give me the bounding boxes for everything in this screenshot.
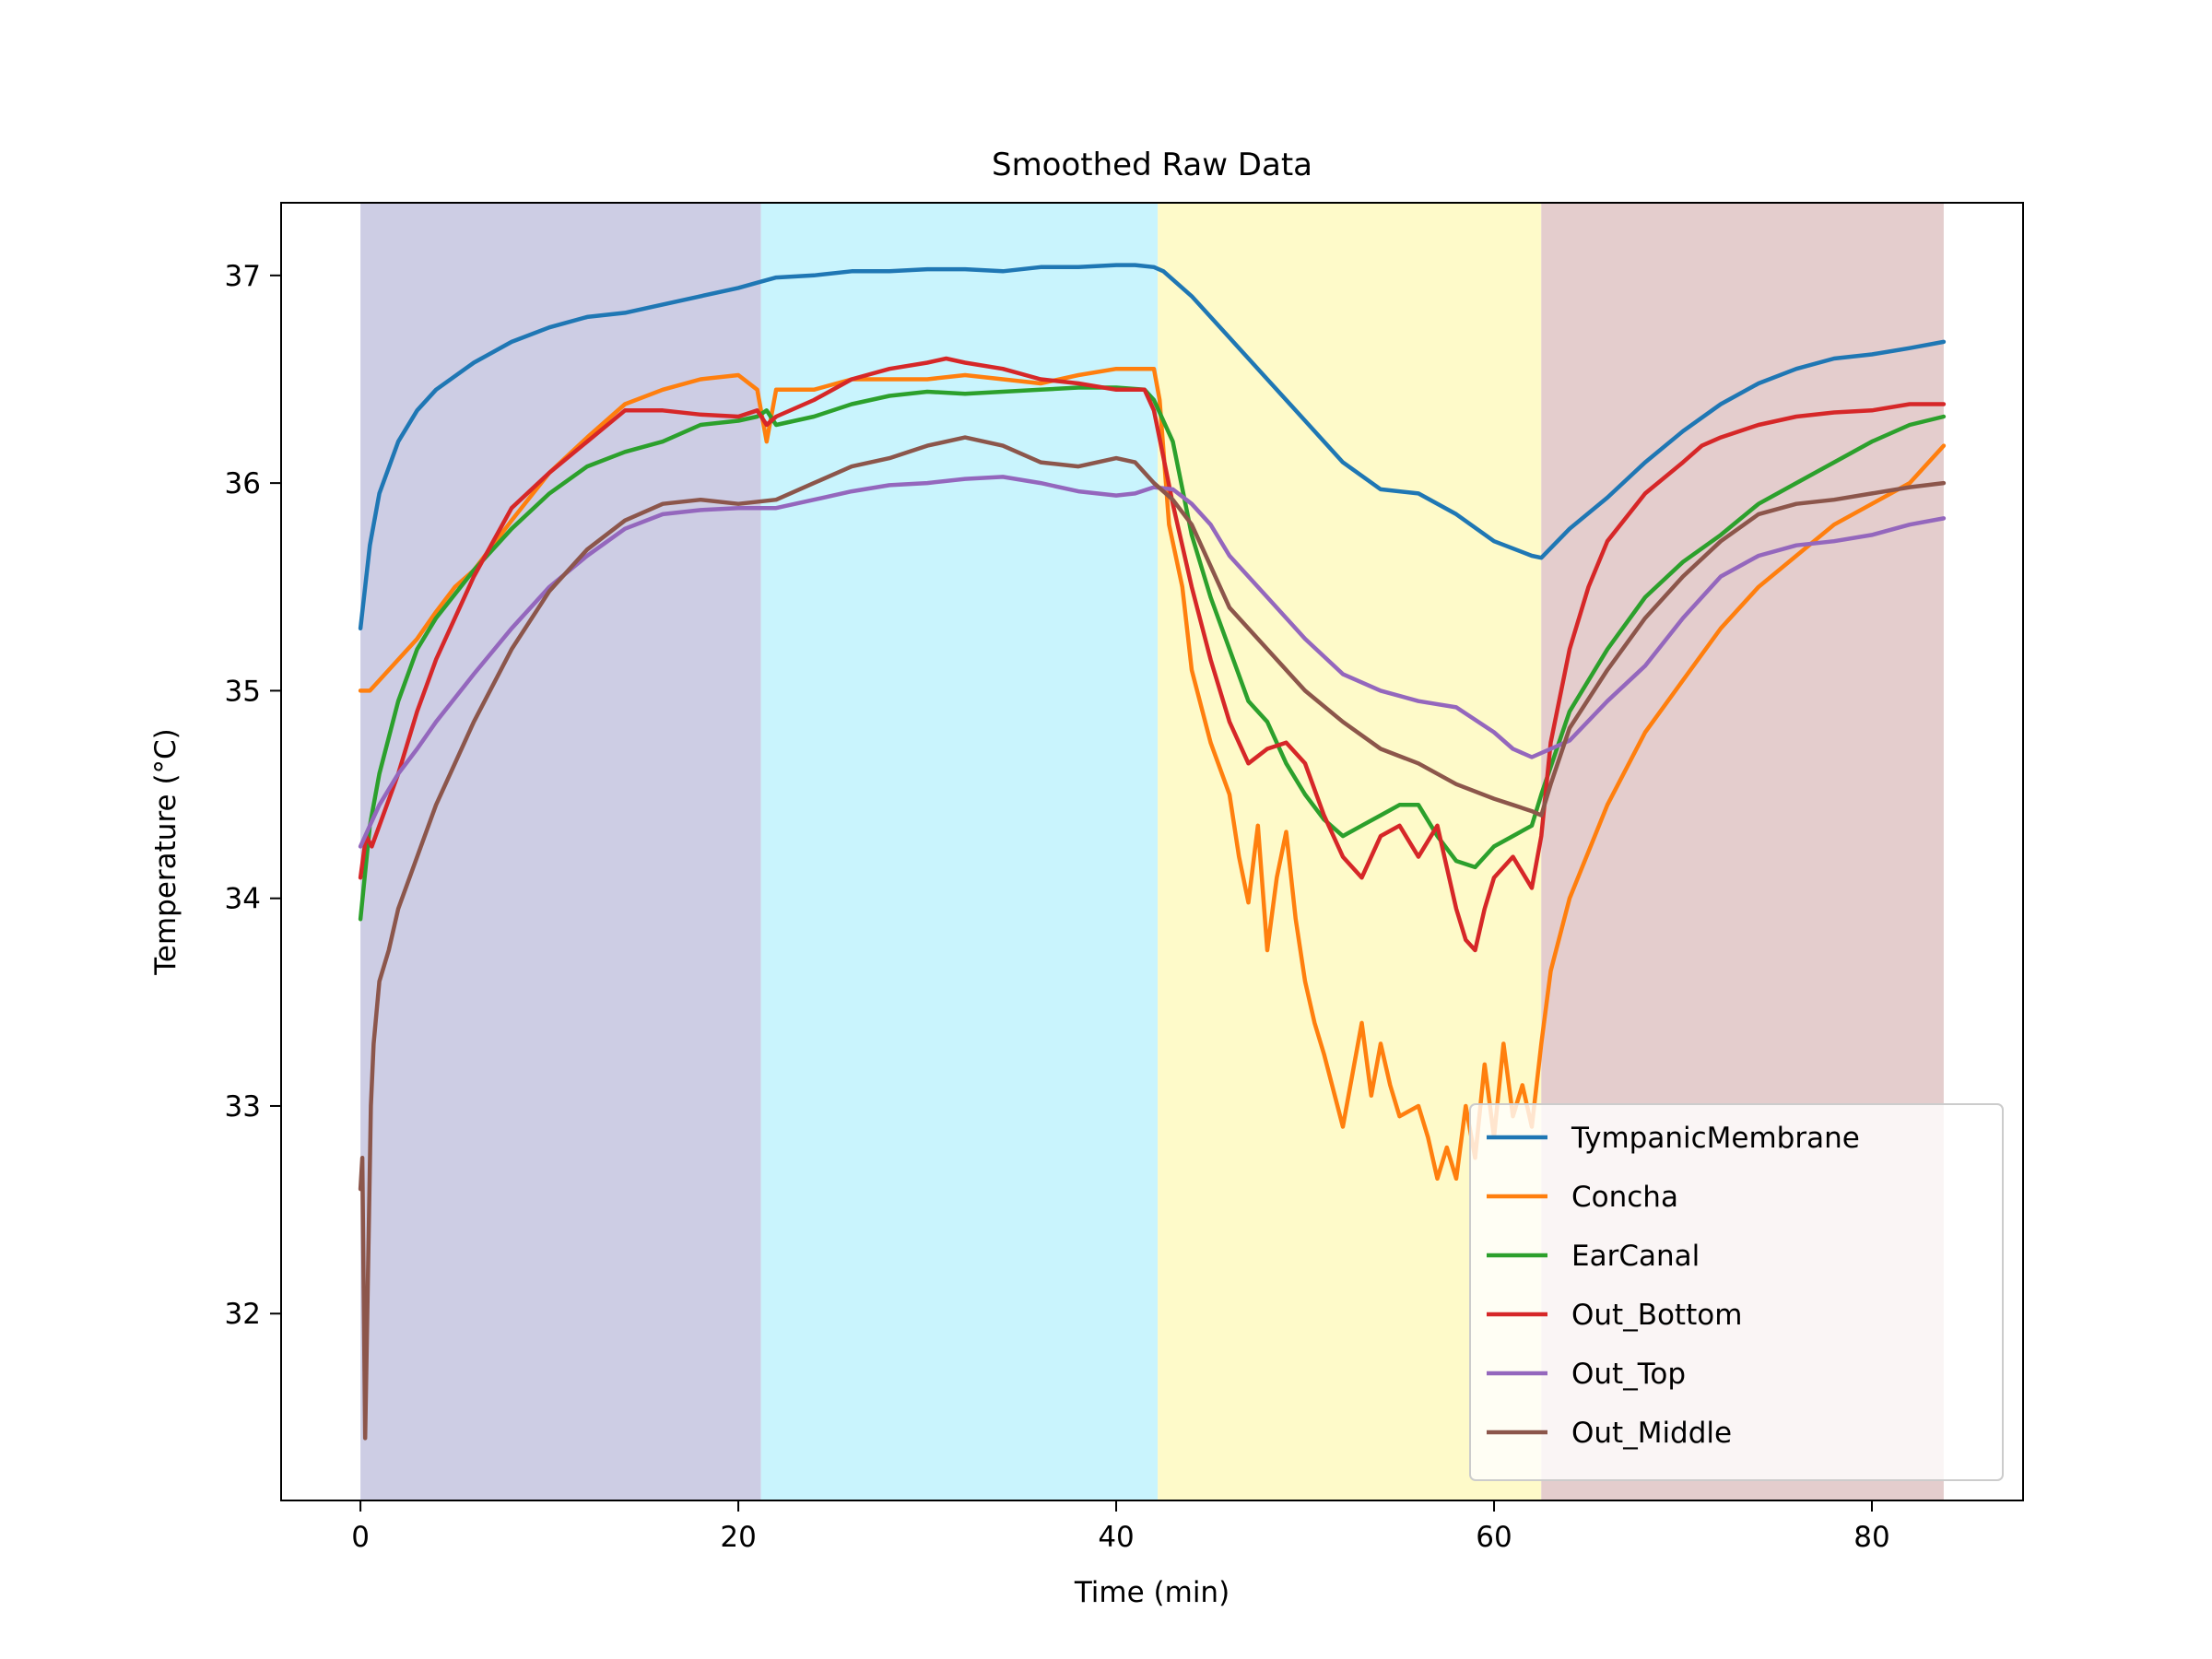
x-axis-label: Time (min) <box>1074 1576 1230 1609</box>
y-tick-label: 33 <box>225 1090 261 1124</box>
legend: TympanicMembrane Concha EarCanal Out_Bottom… <box>1469 1103 2004 1481</box>
legend-label: Concha <box>1571 1181 1678 1214</box>
series-line-earcanal <box>358 385 1947 922</box>
legend-label: TympanicMembrane <box>1571 1122 1860 1155</box>
chart-title: Smoothed Raw Data <box>992 147 1312 183</box>
series-line-out-middle <box>358 435 1947 1441</box>
x-tick-label: 60 <box>1476 1521 1512 1554</box>
phase-band-1 <box>360 203 761 1500</box>
series-line-tympanicmembrane <box>358 263 1947 631</box>
y-tick-label: 36 <box>225 467 261 500</box>
x-tick-label: 40 <box>1098 1521 1134 1554</box>
y-axis-label: Temperature (°C) <box>149 728 182 976</box>
series-lines <box>358 263 1947 1441</box>
legend-label: Out_Top <box>1571 1358 1686 1391</box>
y-axis-ticks: 32 33 34 35 36 37 <box>225 260 281 1331</box>
x-axis-ticks: 0 20 40 60 80 <box>351 1500 1890 1554</box>
legend-label: Out_Middle <box>1571 1417 1732 1450</box>
x-tick-label: 80 <box>1853 1521 1889 1554</box>
legend-label: Out_Bottom <box>1571 1299 1742 1332</box>
x-tick-label: 0 <box>351 1521 370 1554</box>
y-tick-label: 32 <box>225 1298 261 1331</box>
x-tick-label: 20 <box>720 1521 756 1554</box>
legend-box <box>1469 1103 2004 1481</box>
series-line-out-bottom <box>358 356 1947 953</box>
legend-label: EarCanal <box>1571 1240 1700 1273</box>
y-tick-label: 35 <box>225 675 261 708</box>
phase-band-2 <box>760 203 1159 1500</box>
plot-frame <box>280 202 2024 1501</box>
y-tick-label: 34 <box>225 883 261 916</box>
series-line-concha <box>358 366 1947 1182</box>
y-tick-label: 37 <box>225 260 261 293</box>
